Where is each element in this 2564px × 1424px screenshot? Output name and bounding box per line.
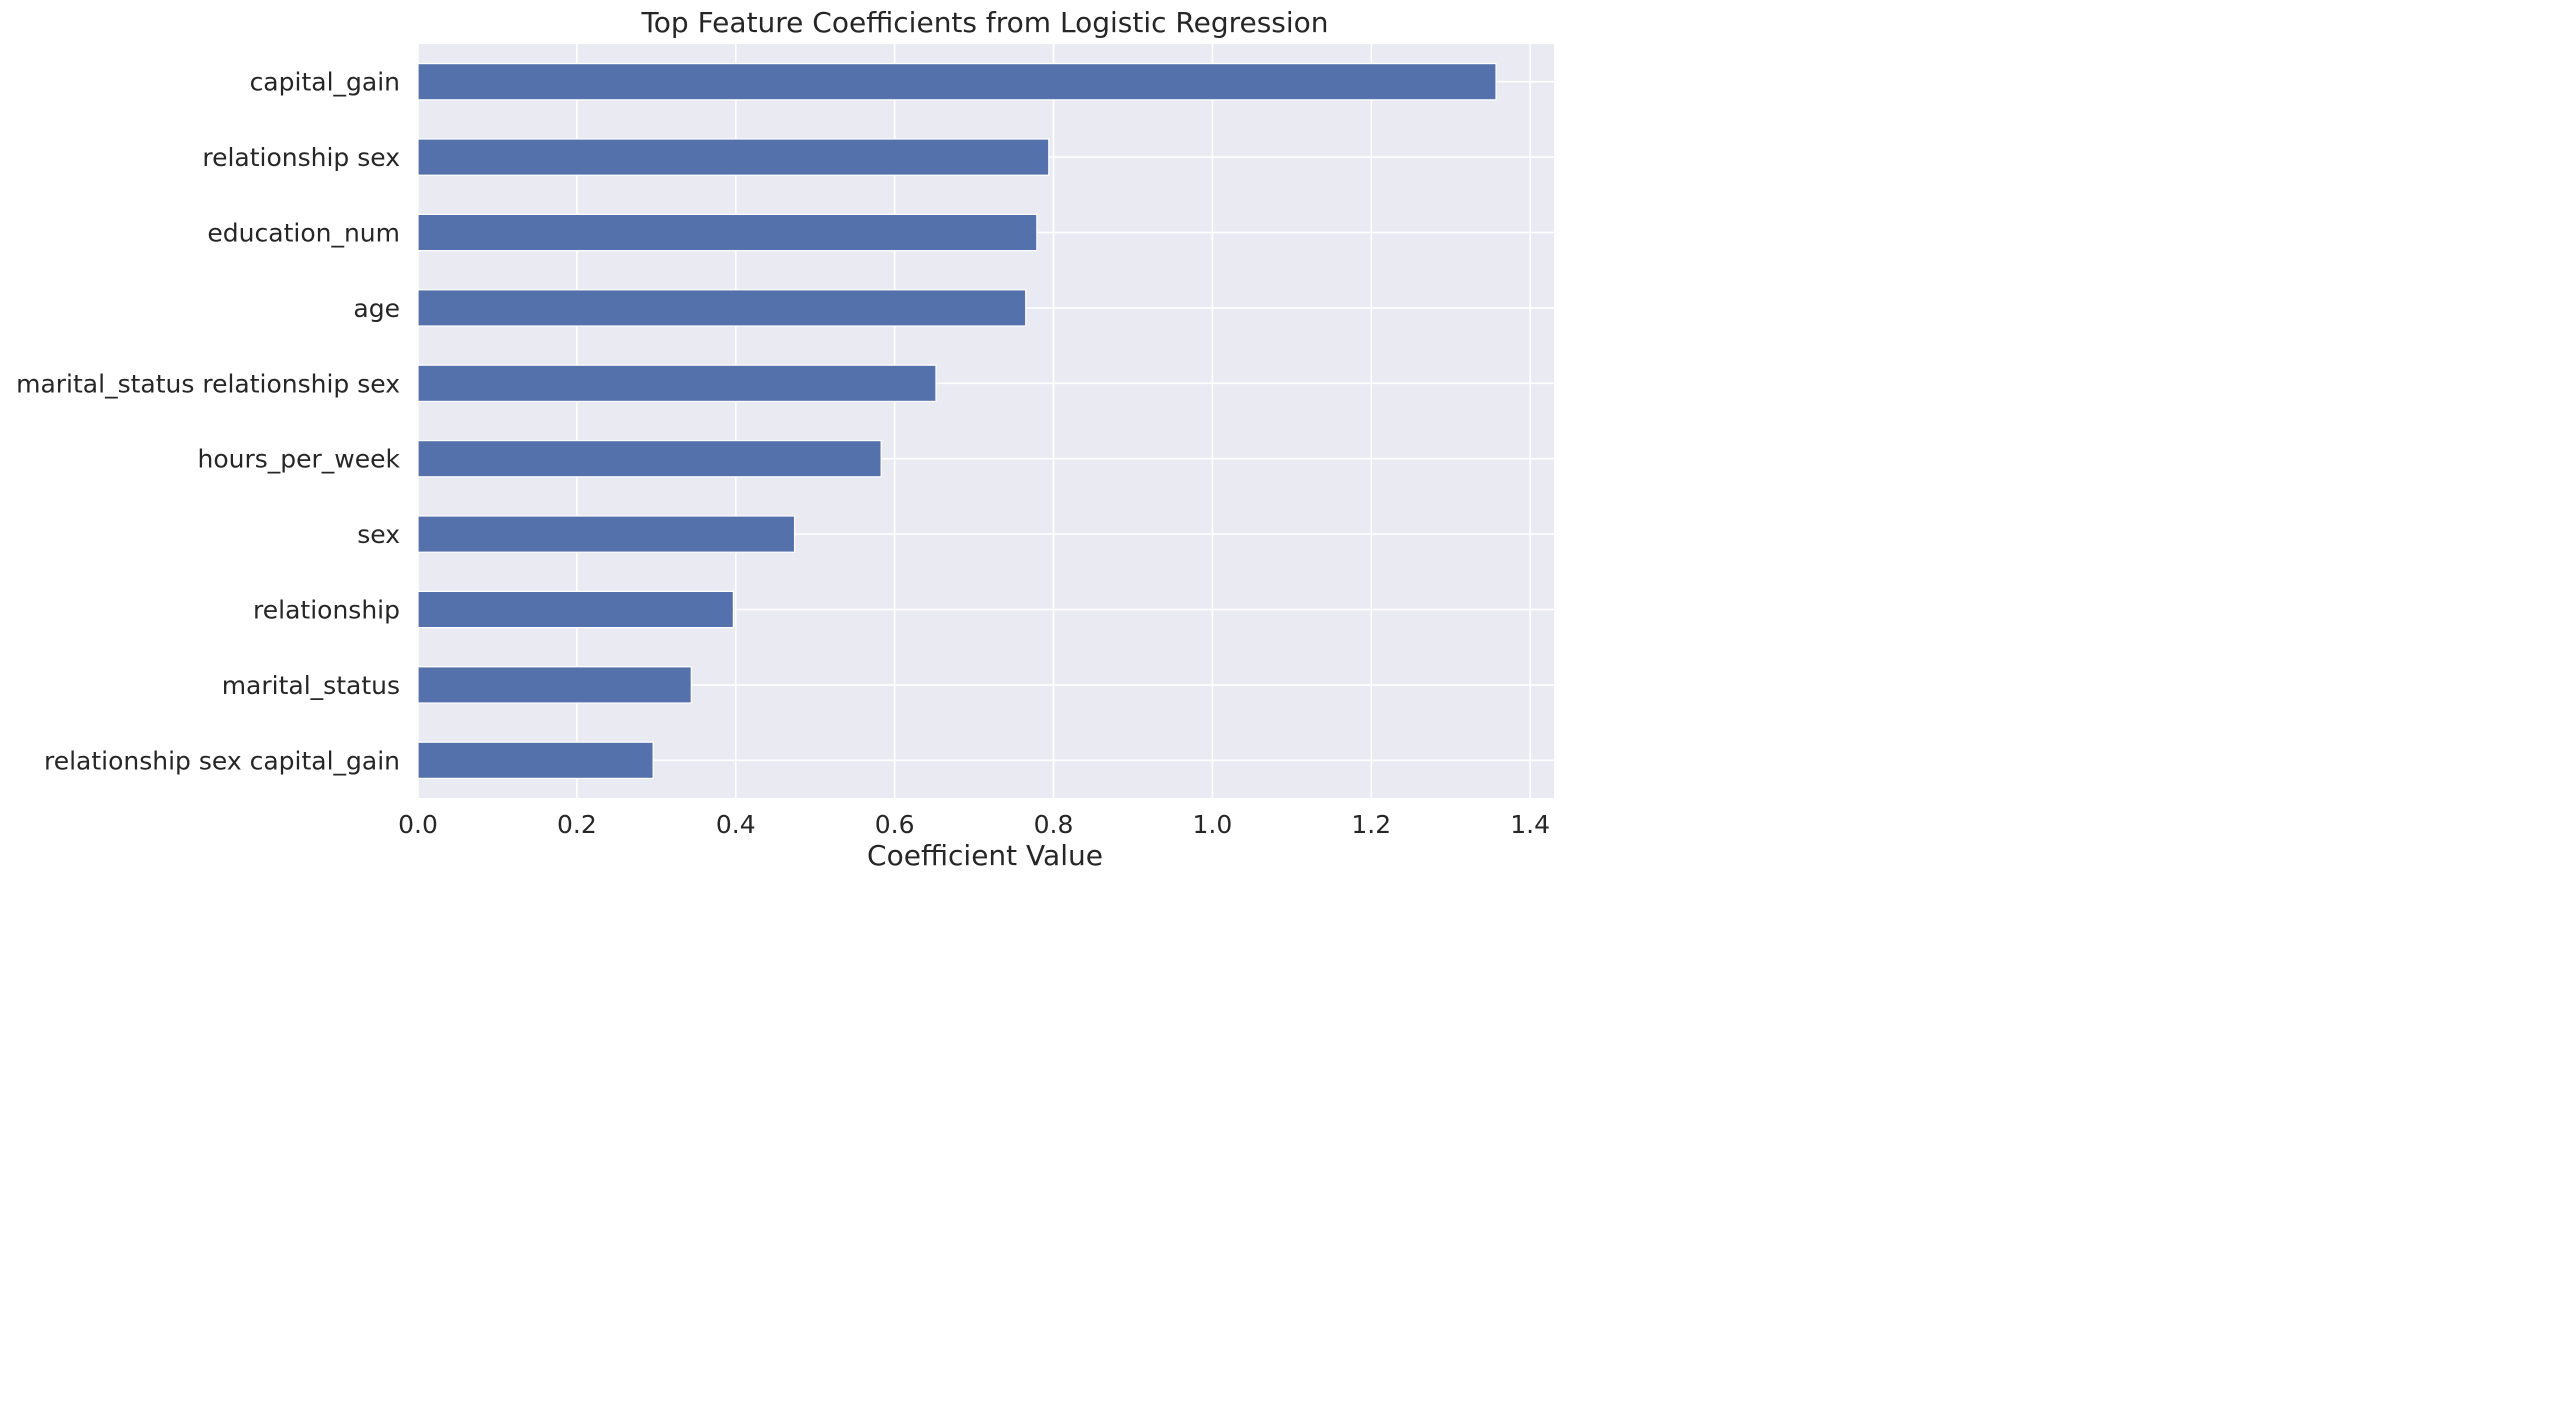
y-tick-label: hours_per_week [197, 445, 400, 474]
y-axis-tick-labels: capital_gain relationship sex education_nu… [16, 68, 400, 776]
chart-title: Top Feature Coefficients from Logistic R… [640, 6, 1328, 39]
y-tick-label: age [353, 294, 400, 323]
y-tick-label: capital_gain [250, 68, 400, 97]
x-tick-label: 0.0 [398, 810, 438, 839]
bar-sex [417, 515, 796, 553]
chart-container: capital_gain relationship sex education_nu… [0, 0, 1568, 876]
bar-age [417, 289, 1027, 327]
y-tick-label: education_num [207, 219, 400, 248]
x-tick-label: 0.8 [1034, 810, 1074, 839]
y-tick-label: relationship sex capital_gain [44, 746, 400, 775]
x-tick-label: 1.4 [1510, 810, 1550, 839]
y-tick-label: relationship sex [202, 143, 400, 172]
bar-chart: capital_gain relationship sex education_nu… [16, 6, 1554, 872]
y-tick-label: marital_status relationship sex [16, 369, 400, 398]
x-axis-tick-labels: 0.0 0.2 0.4 0.6 0.8 1.0 1.2 1.4 [398, 810, 1550, 839]
x-tick-label: 1.0 [1193, 810, 1233, 839]
bar-capital-gain [417, 63, 1497, 101]
y-tick-label: marital_status [222, 671, 400, 700]
x-axis-title: Coefficient Value [867, 839, 1103, 872]
x-tick-label: 1.2 [1351, 810, 1391, 839]
bar-marital-status [417, 666, 692, 704]
x-tick-label: 0.6 [875, 810, 915, 839]
bar-relationship-sex [417, 138, 1050, 176]
bar-education-num [417, 213, 1038, 252]
x-tick-label: 0.4 [716, 810, 756, 839]
y-tick-label: sex [357, 520, 400, 549]
x-tick-label: 0.2 [557, 810, 597, 839]
bars [417, 63, 1497, 779]
bar-marital-status-relationship-sex [417, 364, 937, 402]
bar-hours-per-week [417, 440, 882, 478]
bar-relationship-sex-capital-gain [417, 741, 654, 779]
y-tick-label: relationship [253, 596, 400, 625]
bar-relationship [417, 590, 734, 629]
